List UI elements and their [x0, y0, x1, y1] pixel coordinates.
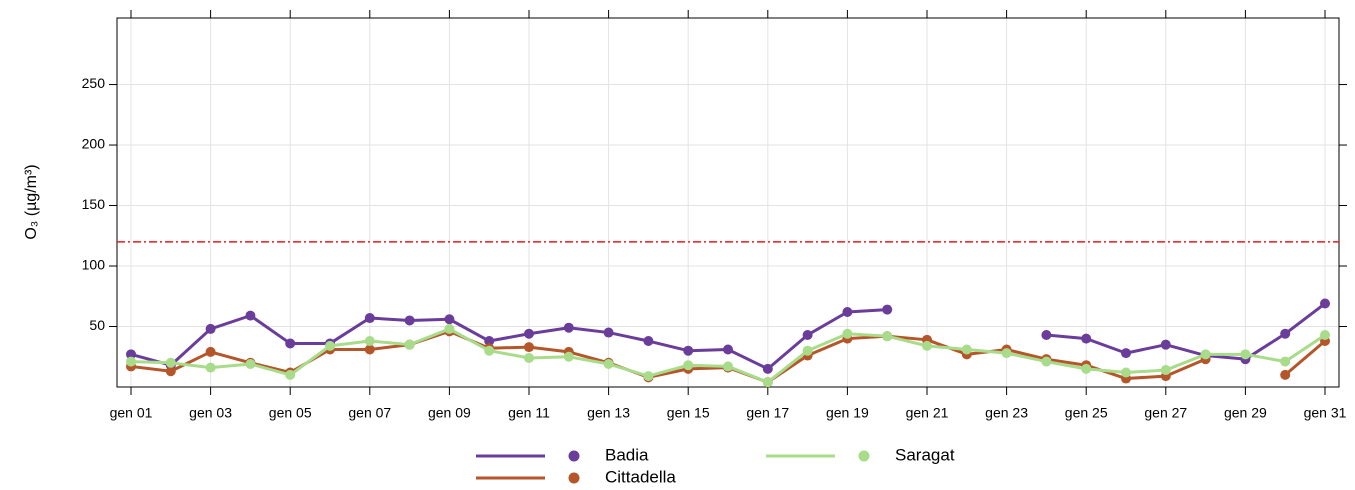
point	[683, 360, 694, 371]
x-tick-label: gen 05	[269, 405, 312, 421]
y-tick-label: 250	[82, 75, 106, 91]
y-tick-label: 100	[82, 257, 106, 273]
plot-frame	[116, 17, 1340, 388]
point	[165, 366, 176, 377]
point	[205, 346, 216, 357]
point	[245, 359, 256, 370]
point	[364, 313, 375, 324]
point	[126, 356, 136, 367]
point	[802, 345, 813, 356]
point	[1200, 349, 1211, 360]
point	[882, 304, 893, 315]
point	[1121, 348, 1131, 359]
x-tick-label: gen 19	[826, 405, 869, 421]
point	[1041, 329, 1052, 340]
point	[484, 336, 495, 347]
point	[842, 328, 853, 339]
point	[802, 329, 813, 340]
point	[762, 363, 773, 374]
point	[285, 338, 296, 349]
point	[404, 339, 415, 350]
point	[524, 352, 534, 363]
y-tick-label: 200	[82, 136, 106, 152]
point	[1320, 329, 1330, 340]
point	[1160, 365, 1171, 376]
point	[1280, 328, 1291, 339]
x-tick-label: gen 15	[667, 405, 710, 421]
x-tick-label: gen 07	[348, 405, 391, 421]
point	[922, 340, 932, 351]
legend-label: Cittadella	[605, 467, 676, 486]
x-tick-label: gen 23	[985, 405, 1028, 421]
x-tick-label: gen 25	[1065, 405, 1108, 421]
point	[643, 371, 654, 382]
point	[1320, 298, 1330, 309]
legend-label: Badia	[605, 445, 649, 464]
point	[1081, 363, 1092, 374]
point	[1240, 349, 1251, 360]
x-tick-label: gen 17	[746, 405, 789, 421]
point	[404, 315, 415, 326]
point	[723, 344, 733, 355]
point	[603, 327, 614, 338]
point	[842, 306, 853, 317]
point	[1041, 356, 1052, 367]
x-tick-label: gen 27	[1144, 405, 1187, 421]
point	[444, 314, 455, 325]
point	[563, 322, 574, 333]
legend-point	[568, 472, 580, 484]
y-tick-label: 150	[82, 196, 106, 212]
point	[1160, 339, 1171, 350]
y-axis-label: O₃ (µg/m³)	[23, 164, 40, 239]
point	[484, 345, 495, 356]
legend-point	[568, 450, 580, 462]
point	[762, 377, 773, 388]
point	[165, 357, 176, 368]
point	[524, 328, 534, 339]
x-tick-label: gen 11	[508, 405, 550, 421]
series-line	[130, 327, 1326, 384]
legend-point	[858, 450, 870, 462]
point	[1081, 333, 1092, 344]
series-line	[130, 329, 1326, 384]
point	[325, 340, 335, 351]
x-tick-label: gen 03	[189, 405, 232, 421]
point	[364, 336, 375, 347]
point	[723, 361, 733, 372]
point	[524, 342, 534, 353]
point	[364, 344, 375, 355]
x-tick-label: gen 29	[1224, 405, 1267, 421]
x-tick-label: gen 31	[1304, 405, 1347, 421]
point	[563, 351, 574, 362]
x-tick-label: gen 09	[428, 405, 471, 421]
point	[285, 369, 296, 380]
point	[1280, 369, 1291, 380]
point	[643, 336, 654, 347]
point	[205, 362, 216, 373]
x-tick-label: gen 01	[110, 405, 153, 421]
point	[245, 310, 256, 321]
point	[1280, 356, 1291, 367]
y-tick-label: 50	[89, 317, 105, 333]
point	[1121, 367, 1131, 378]
point	[882, 331, 893, 342]
series-line	[130, 302, 1326, 371]
x-tick-label: gen 13	[587, 405, 630, 421]
point	[603, 359, 614, 370]
point	[205, 323, 216, 334]
point	[961, 344, 972, 355]
legend-label: Saragat	[895, 445, 955, 464]
x-tick-label: gen 21	[906, 405, 949, 421]
point	[683, 345, 694, 356]
point	[126, 349, 136, 360]
point	[1001, 348, 1012, 359]
point	[444, 323, 455, 334]
